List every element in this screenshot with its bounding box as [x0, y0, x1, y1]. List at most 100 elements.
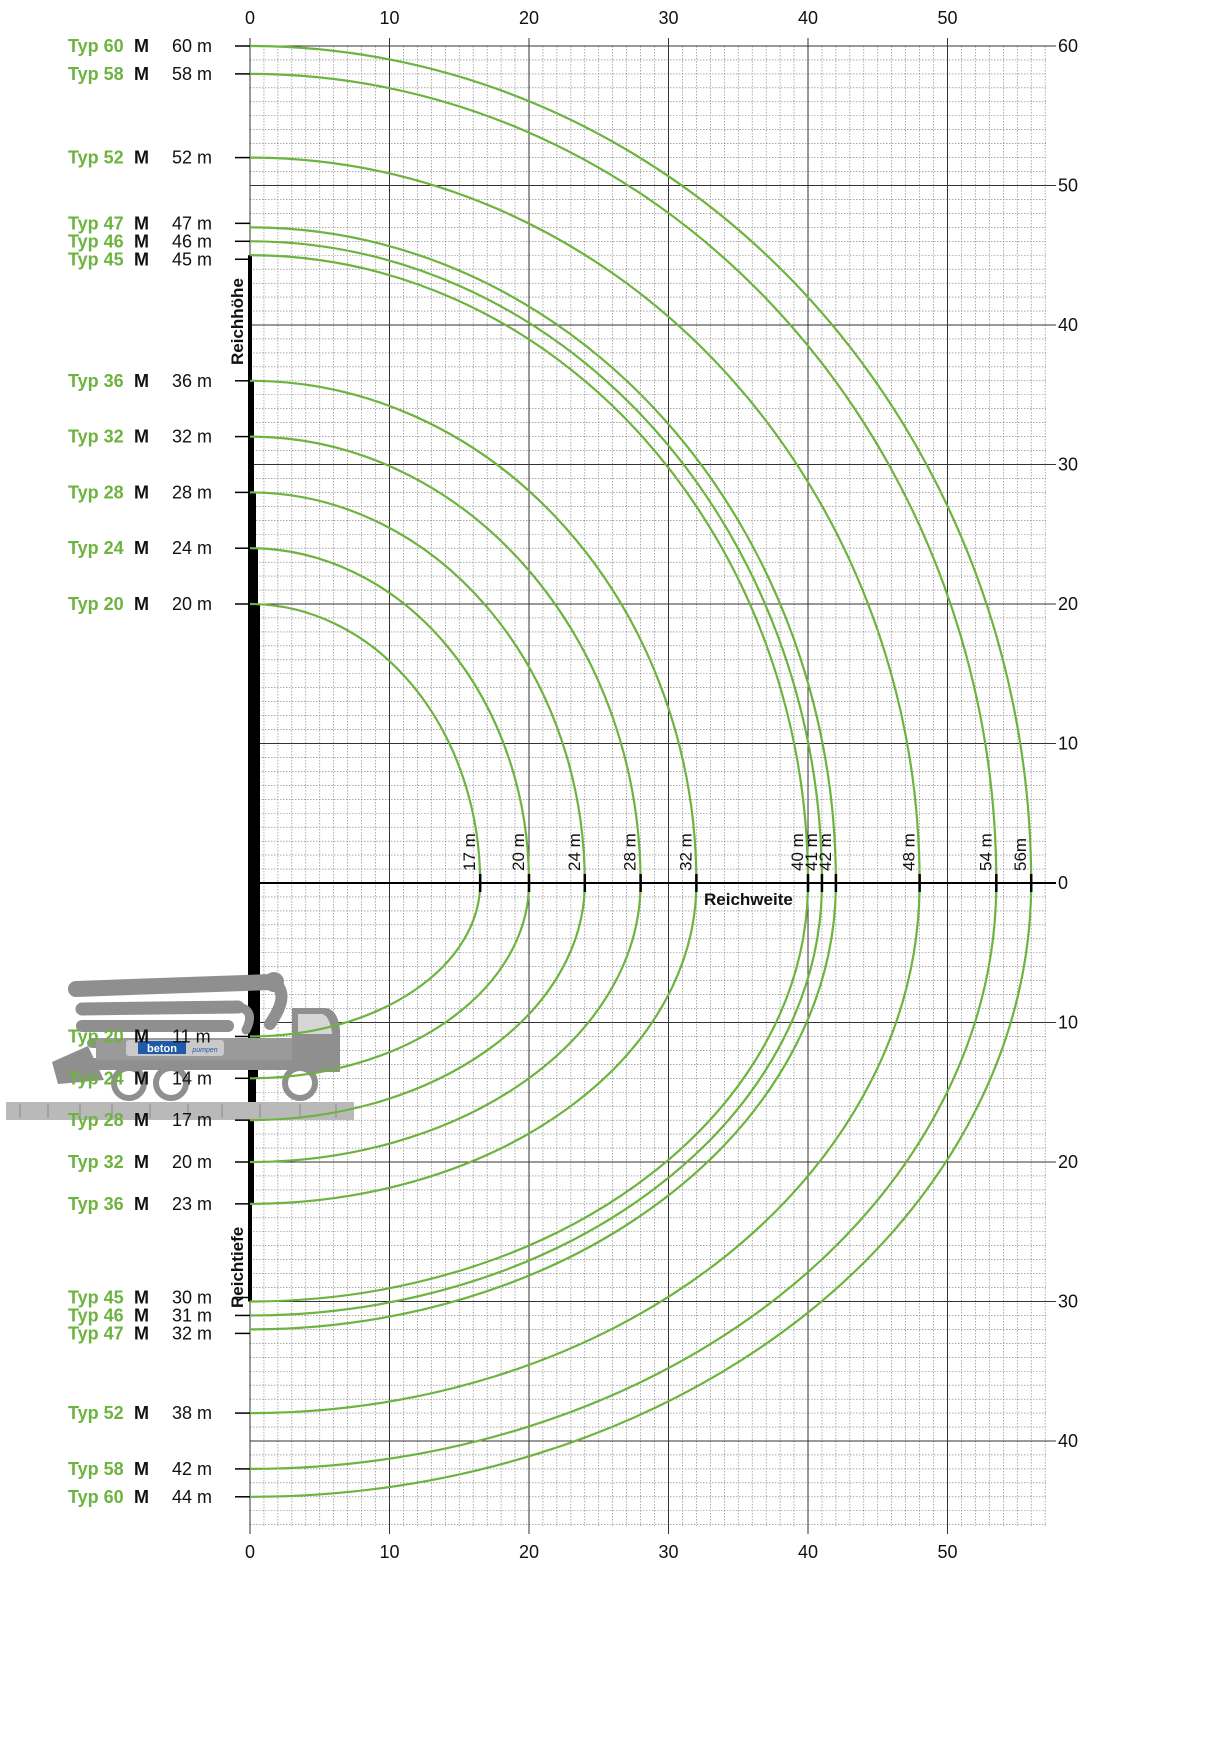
model-value: 60 m [172, 36, 212, 56]
model-value: 32 m [172, 1323, 212, 1343]
model-label-height: Typ 32 M 32 m [68, 427, 250, 447]
truck-logo-subtext: pumpen [191, 1047, 217, 1054]
reach-label: 20 m [509, 833, 528, 871]
y-tick-label-depth: 20 [1058, 1152, 1078, 1172]
x-tick-label-top: 20 [519, 8, 539, 28]
model-label-height: Typ 28 M 28 m [68, 482, 250, 502]
reach-label: 56m [1011, 838, 1030, 871]
model-label-depth: Typ 52 M 38 m [68, 1403, 250, 1423]
model-suffix: M [134, 594, 149, 614]
model-type: Typ 60 [68, 1487, 124, 1507]
model-label-depth: Typ 60 M 44 m [68, 1487, 250, 1507]
model-label-height: Typ 24 M 24 m [68, 538, 250, 558]
x-axis-title: Reichweite [704, 890, 793, 909]
model-suffix: M [134, 427, 149, 447]
reach-curve [249, 379, 698, 1205]
model-type: Typ 45 [68, 1288, 124, 1308]
model-value: 47 m [172, 213, 212, 233]
model-label-height: Typ 36 M 36 m [68, 371, 250, 391]
model-label-height: Typ 45 M 45 m [68, 249, 250, 269]
model-suffix: M [134, 1403, 149, 1423]
logo-text-bg [138, 1041, 186, 1054]
x-tick-label-top: 10 [379, 8, 399, 28]
reach-label: 40 m [788, 833, 807, 871]
x-tick-label-bottom: 50 [937, 1542, 957, 1562]
model-label-depth: Typ 28 M 17 m [68, 1110, 250, 1130]
model-type: Typ 28 [68, 1110, 124, 1130]
model-value: 30 m [172, 1288, 212, 1308]
model-suffix: M [134, 1194, 149, 1214]
model-type: Typ 58 [68, 1459, 124, 1479]
model-type: Typ 58 [68, 64, 124, 84]
axis-ticks: 0 0 10 10 20 20 30 30 40 40 50 50 60 50 40 30 20 10 0 10 20 3… [245, 8, 1078, 1562]
model-value: 42 m [172, 1459, 212, 1479]
model-suffix: M [134, 64, 149, 84]
model-suffix: M [134, 148, 149, 168]
truck-chassis [90, 1058, 340, 1070]
model-label-height: Typ 46 M 46 m [68, 231, 250, 251]
model-value: 46 m [172, 231, 212, 251]
y-tick-label-depth: 10 [1058, 1013, 1078, 1033]
model-suffix: M [134, 1110, 149, 1130]
y-tick-label-height: 60 [1058, 36, 1078, 56]
model-label-height: Typ 47 M 47 m [68, 213, 250, 233]
model-type: Typ 20 [68, 1026, 124, 1046]
model-suffix: M [134, 371, 149, 391]
hopper [52, 1046, 104, 1084]
model-value: 38 m [172, 1403, 212, 1423]
model-value: 32 m [172, 427, 212, 447]
reach-label: 32 m [676, 833, 695, 871]
model-type: Typ 20 [68, 594, 124, 614]
model-type: Typ 46 [68, 231, 124, 251]
model-type: Typ 24 [68, 538, 124, 558]
x-tick-label-top: 0 [245, 8, 255, 28]
wheel [282, 1065, 318, 1101]
reach-label: 48 m [900, 833, 919, 871]
model-labels: Typ 20 M 20 m Typ 24 M 24 m Typ 28 M 28 m Typ 32 M… [68, 36, 250, 1507]
model-suffix: M [134, 1068, 149, 1088]
x-tick-label-bottom: 20 [519, 1542, 539, 1562]
model-suffix: M [134, 1152, 149, 1172]
reach-label: 54 m [976, 833, 995, 871]
model-suffix: M [134, 231, 149, 251]
model-suffix: M [134, 249, 149, 269]
model-label-depth: Typ 58 M 42 m [68, 1459, 250, 1479]
model-value: 20 m [172, 594, 212, 614]
wheel [153, 1065, 189, 1101]
model-suffix: M [134, 1487, 149, 1507]
y-tick-label-height: 50 [1058, 176, 1078, 196]
x-tick-label-top: 40 [798, 8, 818, 28]
model-label-depth: Typ 20 M 11 m [68, 1026, 250, 1046]
x-tick-label-bottom: 0 [245, 1542, 255, 1562]
mast-segment [248, 604, 260, 1044]
model-value: 36 m [172, 371, 212, 391]
model-type: Typ 28 [68, 482, 124, 502]
x-tick-label-bottom: 30 [658, 1542, 678, 1562]
model-value: 17 m [172, 1110, 212, 1130]
model-type: Typ 47 [68, 213, 124, 233]
model-suffix: M [134, 1288, 149, 1308]
y-tick-label-height: 40 [1058, 315, 1078, 335]
reach-label: 28 m [621, 833, 640, 871]
reach-label: 24 m [565, 833, 584, 871]
ground-texture [19, 1104, 337, 1118]
y-axis-title-depth: Reichtiefe [228, 1227, 247, 1308]
model-label-depth: Typ 45 M 30 m [68, 1288, 250, 1308]
y-tick-label-height: 0 [1058, 873, 1068, 893]
x-tick-label-bottom: 40 [798, 1542, 818, 1562]
model-value: 23 m [172, 1194, 212, 1214]
model-type: Typ 60 [68, 36, 124, 56]
model-type: Typ 52 [68, 1403, 124, 1423]
model-suffix: M [134, 213, 149, 233]
x-tick-label-top: 30 [658, 8, 678, 28]
model-type: Typ 32 [68, 427, 124, 447]
model-value: 45 m [172, 249, 212, 269]
reach-label: 41 m [802, 833, 821, 871]
model-type: Typ 45 [68, 249, 124, 269]
pump-truck-illustration: beton pumpen [6, 972, 354, 1120]
model-type: Typ 46 [68, 1305, 124, 1325]
y-tick-label-height: 20 [1058, 594, 1078, 614]
reach-curve [249, 226, 838, 1331]
x-tick-label-top: 50 [937, 8, 957, 28]
y-tick-label-height: 30 [1058, 455, 1078, 475]
